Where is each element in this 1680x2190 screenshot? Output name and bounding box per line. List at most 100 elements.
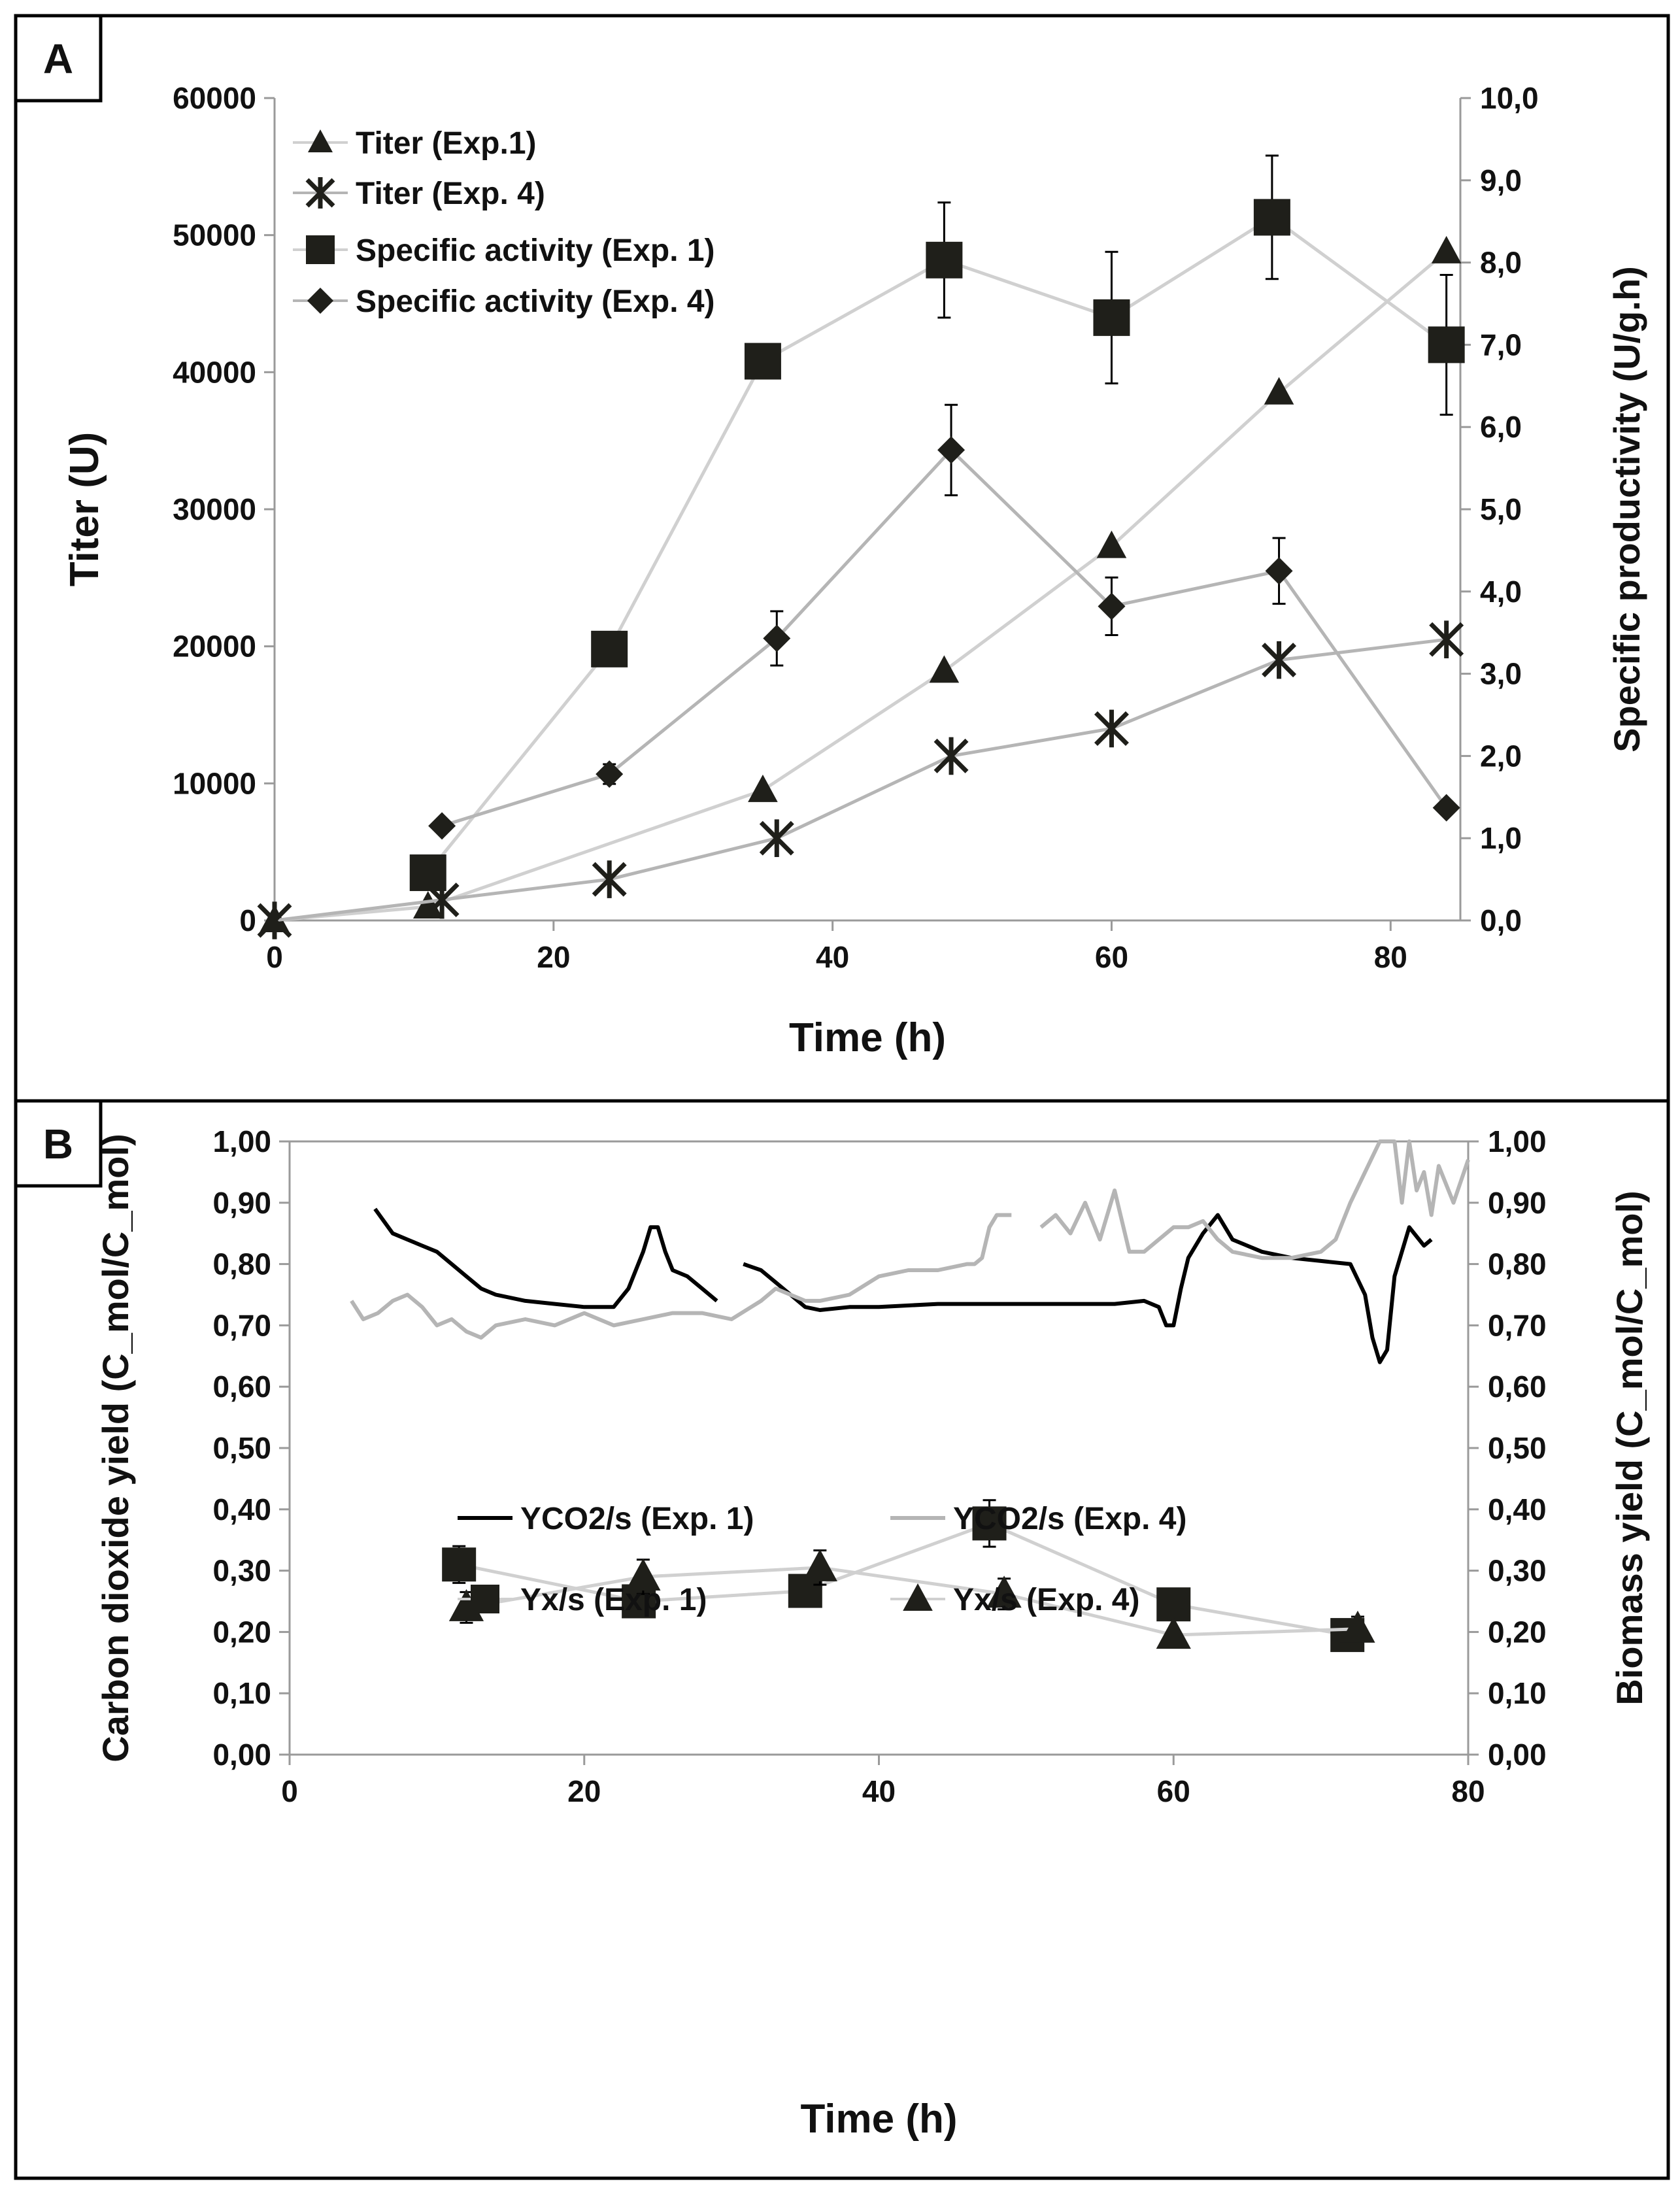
y-tick-label: 0,80	[212, 1247, 271, 1281]
legend-item: Titer (Exp. 4)	[293, 177, 545, 211]
series-1	[257, 620, 1464, 939]
series-0	[373, 1207, 1433, 1364]
chart-a: 0 10000 20000 30000 40000 50000 60000 0,0 1,0 2,0…	[62, 81, 1647, 1060]
data-point	[626, 1558, 661, 1591]
legend-item: YCO2/s (Exp. 1)	[458, 1502, 754, 1536]
y2-tick-label: 3,0	[1480, 657, 1522, 691]
data-point	[1156, 1587, 1191, 1622]
y-tick-label: 0	[239, 903, 256, 937]
x-tick-label: 20	[537, 940, 570, 974]
y2-tick-label: 5,0	[1480, 492, 1522, 526]
y-tick-label: 60000	[173, 81, 256, 115]
legend-swatch-marker	[471, 1585, 499, 1613]
data-point	[592, 860, 627, 898]
legend-label: YCO2/s (Exp. 1)	[520, 1502, 754, 1536]
chart-b: 0,00 0,10 0,20 0,30 0,40 0,50 0,60 0,70 0,80 0,90…	[95, 1124, 1650, 2142]
y2-tick-label: 8,0	[1480, 246, 1522, 280]
data-point	[744, 343, 781, 380]
y2-tick-label: 0,90	[1488, 1186, 1547, 1220]
series-line	[466, 1566, 1358, 1637]
legend-item: Specific activity (Exp. 4)	[293, 284, 715, 319]
data-point	[926, 241, 963, 278]
y2-tick-label: 0,10	[1488, 1676, 1547, 1710]
y2-tick-label: 10,0	[1480, 81, 1539, 115]
legend-label: Specific activity (Exp. 1)	[356, 233, 715, 268]
data-point	[596, 760, 624, 788]
x-tick-label: 20	[567, 1774, 601, 1808]
series-line	[274, 637, 1447, 922]
y-tick-label: 0,20	[212, 1615, 271, 1649]
data-point	[1094, 709, 1129, 748]
x-tick-label: 0	[266, 940, 283, 974]
panel-a-label: A	[43, 35, 73, 82]
data-point	[1340, 1610, 1375, 1643]
legend-item: YCO2/s (Exp. 4)	[890, 1502, 1186, 1536]
data-point	[929, 655, 960, 683]
y2-tick-label: 0,0	[1480, 903, 1522, 937]
x-tick-label: 80	[1374, 940, 1407, 974]
x-tick-label: 40	[862, 1774, 896, 1808]
y-tick-label: 20000	[173, 630, 256, 664]
data-point	[1253, 199, 1290, 236]
y2-tick-label: 0,00	[1488, 1738, 1547, 1772]
data-point	[442, 1547, 477, 1582]
data-point	[1156, 1617, 1191, 1649]
data-point	[937, 436, 966, 464]
data-point	[591, 630, 628, 667]
data-point	[1262, 641, 1297, 679]
y-tick-label: 50000	[173, 218, 256, 252]
x-tick-label: 0	[281, 1774, 298, 1808]
y2-tick-label: 0,50	[1488, 1431, 1547, 1465]
legend-item: Titer (Exp.1)	[293, 126, 537, 161]
data-point	[1098, 592, 1126, 620]
data-point	[1264, 377, 1294, 405]
series-line	[350, 1213, 1012, 1340]
data-point	[1428, 326, 1465, 363]
y-axis-title: Carbon dioxide yield (C_mol/C_mol)	[95, 1134, 136, 1762]
legend-item: Yx/s (Exp. 4)	[890, 1583, 1139, 1617]
y2-tick-label: 6,0	[1480, 410, 1522, 444]
y-tick-label: 0,70	[212, 1308, 271, 1342]
y2-tick-label: 4,0	[1480, 575, 1522, 609]
panel-b-label: B	[43, 1120, 73, 1168]
y-tick-label: 0,00	[212, 1738, 271, 1772]
x-tick-label: 60	[1095, 940, 1128, 974]
data-point	[748, 774, 778, 802]
y2-tick-label: 9,0	[1480, 163, 1522, 197]
panel-b-label-box	[14, 1099, 103, 1188]
x-tick-label: 80	[1451, 1774, 1485, 1808]
y2-tick-label: 0,30	[1488, 1554, 1547, 1588]
series-0	[260, 235, 1462, 932]
y2-axis-title: Biomass yield (C_mol/C_mol)	[1609, 1190, 1650, 1705]
y-tick-label: 0,40	[212, 1492, 271, 1526]
y-tick-label: 30000	[173, 492, 256, 526]
legend-swatch-marker	[307, 288, 333, 314]
data-point	[257, 901, 292, 939]
panel-b-frame	[14, 1099, 1670, 2180]
series-3	[448, 1549, 1375, 1649]
y-axis-title: Titer (U)	[62, 432, 107, 587]
series-line	[743, 1213, 1433, 1364]
x-axis-title: Time (h)	[789, 1015, 946, 1060]
y2-tick-label: 1,0	[1480, 821, 1522, 855]
y-tick-label: 40000	[173, 355, 256, 389]
legend-swatch-marker	[306, 235, 335, 264]
data-point	[1096, 530, 1127, 558]
y-tick-label: 0,50	[212, 1431, 271, 1465]
data-point	[409, 854, 446, 892]
legend-item: Specific activity (Exp. 1)	[293, 233, 715, 268]
y2-axis-title: Specific productivity (U/g.h)	[1606, 266, 1647, 752]
series-line	[1039, 1139, 1470, 1260]
series-3	[428, 403, 1460, 840]
y-tick-label: 0,90	[212, 1186, 271, 1220]
legend-label: Titer (Exp.1)	[356, 126, 537, 161]
data-point	[986, 1575, 1022, 1608]
data-point	[412, 891, 443, 919]
data-point	[972, 1506, 1007, 1541]
y2-tick-label: 0,20	[1488, 1615, 1547, 1649]
panel-a-label-box	[14, 14, 103, 103]
y2-tick-label: 1,00	[1488, 1124, 1547, 1158]
y-tick-label: 0,30	[212, 1554, 271, 1588]
